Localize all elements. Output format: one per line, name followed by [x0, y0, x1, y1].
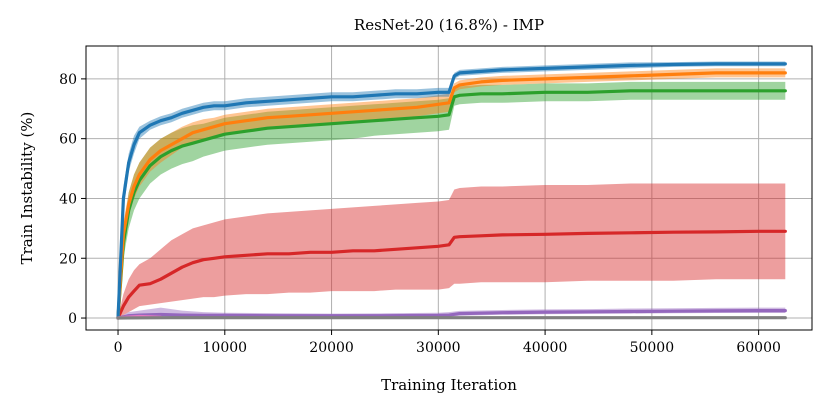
x-axis-label: Training Iteration [381, 376, 517, 394]
x-tick-label: 20000 [309, 340, 354, 356]
series-line [116, 71, 787, 320]
x-tick-label: 30000 [416, 340, 461, 356]
y-tick-label: 80 [59, 72, 77, 88]
x-tick-label: 50000 [630, 340, 675, 356]
series-lines [116, 62, 787, 320]
y-tick-label: 40 [59, 191, 77, 207]
y-tick-label: 20 [59, 251, 77, 267]
series-line [116, 62, 787, 320]
chart-title: ResNet-20 (16.8%) - IMP [354, 16, 544, 34]
series-line [116, 229, 787, 320]
x-tick-label: 0 [114, 340, 123, 356]
confidence-band [118, 183, 786, 318]
y-axis-label: Train Instability (%) [18, 112, 36, 265]
series-line [116, 89, 787, 320]
confidence-band [118, 81, 786, 319]
x-tick-label: 10000 [203, 340, 248, 356]
y-tick-label: 0 [68, 311, 77, 327]
plot-frame [85, 45, 813, 331]
x-tick-label: 60000 [736, 340, 781, 356]
series-line [116, 309, 787, 320]
x-tick-label: 40000 [523, 340, 568, 356]
y-tick-label: 60 [59, 132, 77, 148]
ticks: 0 10000 20000 30000 40000 50000 60000 0 20 40 60 80 [59, 72, 781, 356]
